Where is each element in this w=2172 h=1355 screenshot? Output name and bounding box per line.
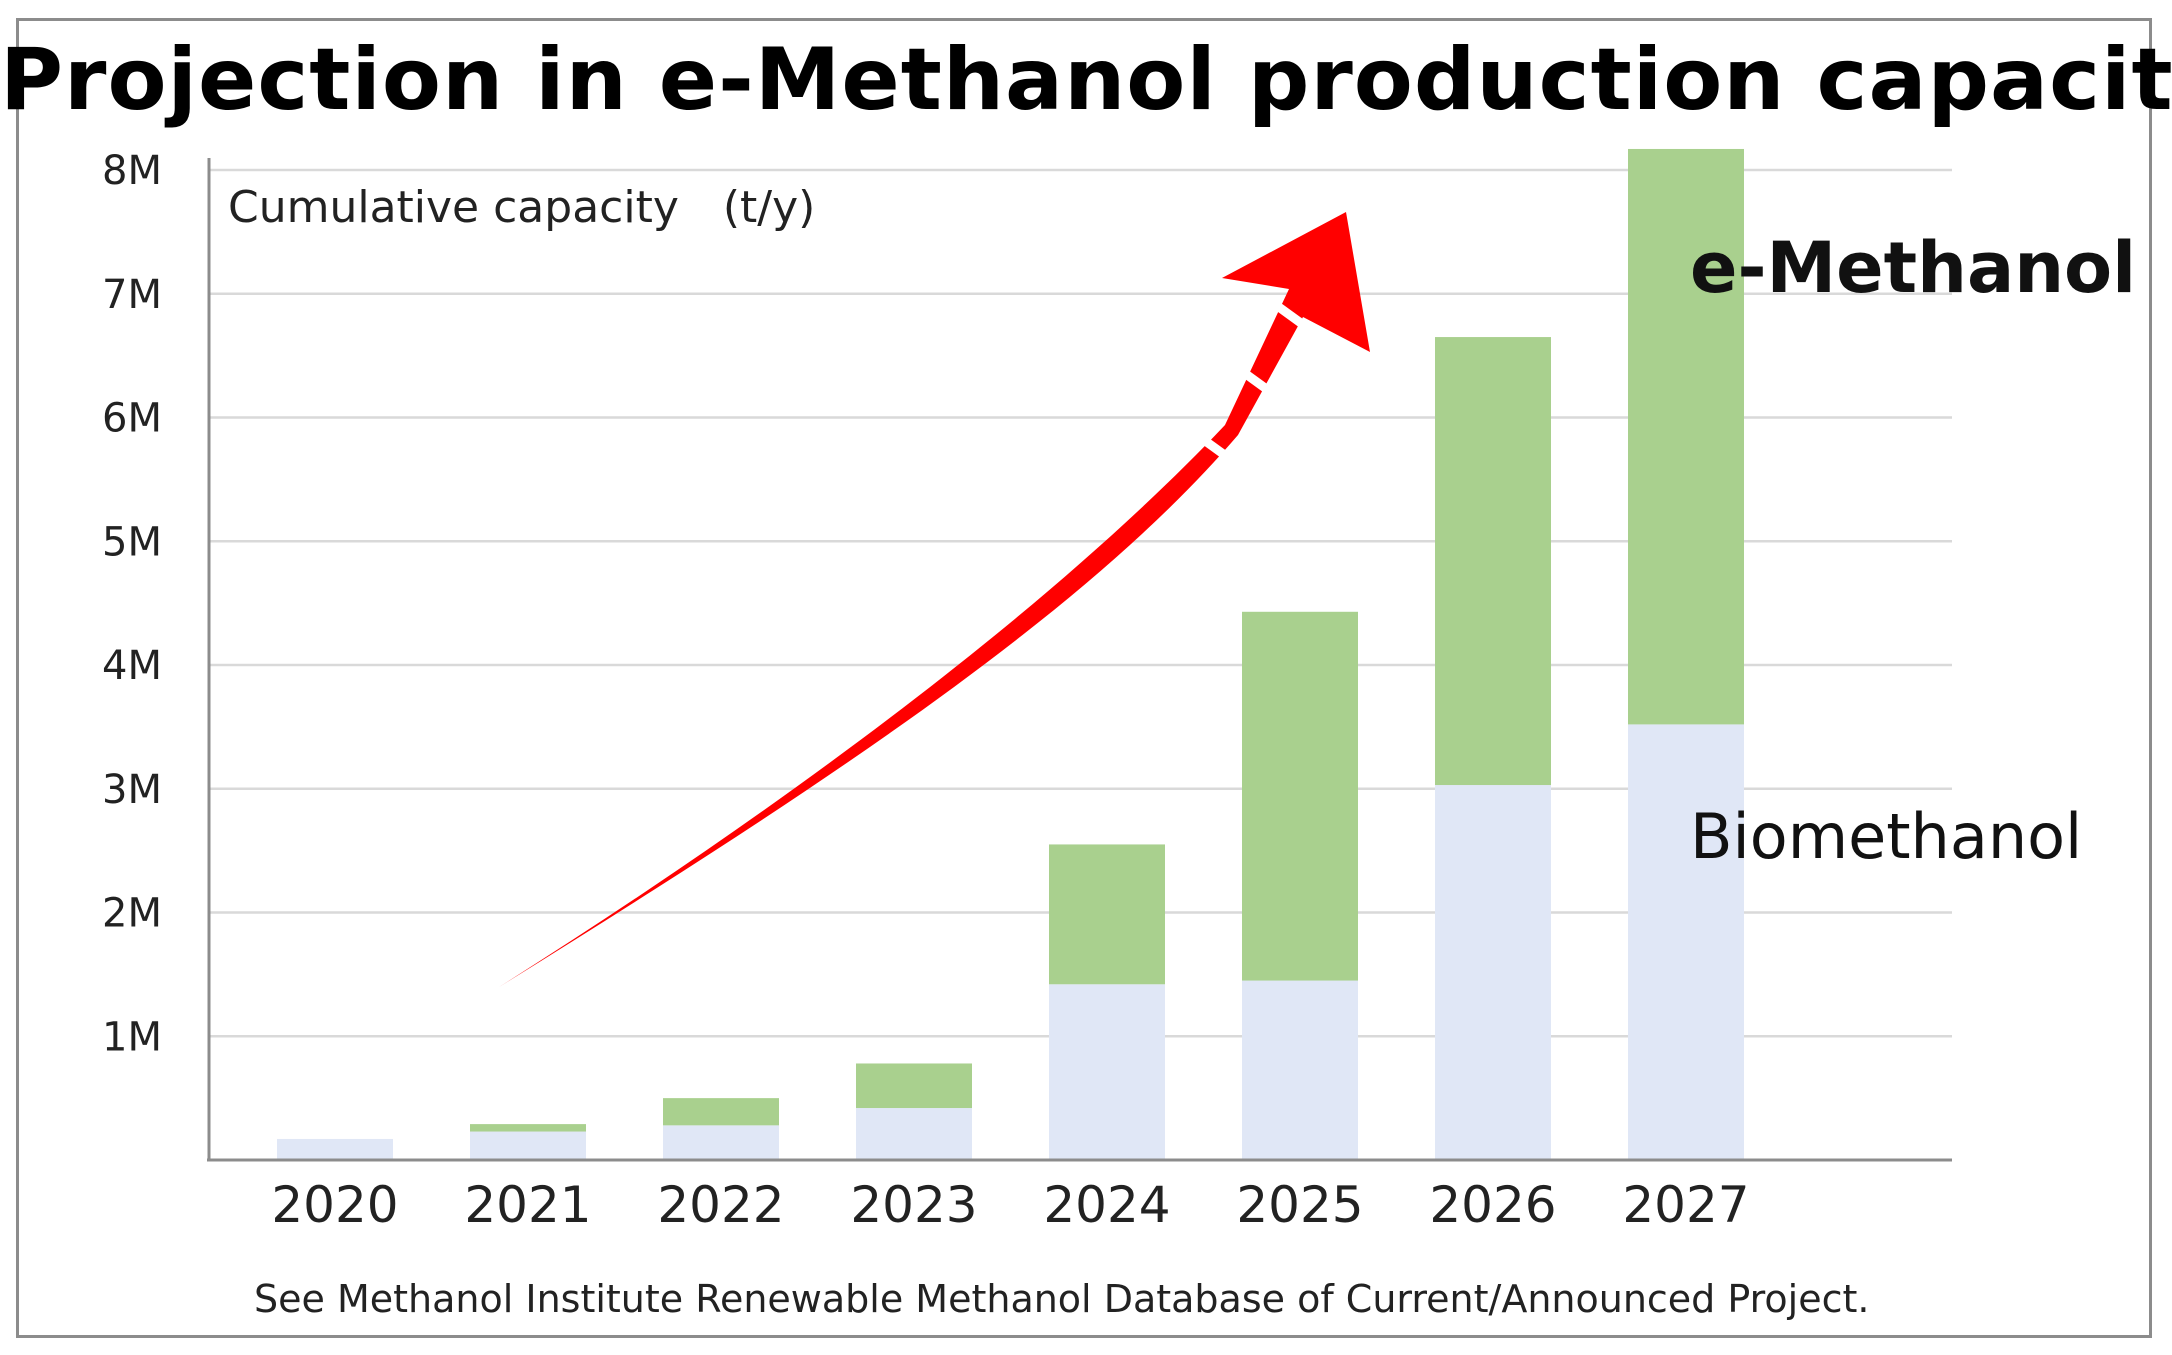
y-tick-label: 3M: [102, 767, 162, 813]
x-tick-label: 2022: [657, 1176, 784, 1234]
bar-biomethanol-2027: [1628, 724, 1744, 1160]
source-footnote: See Methanol Institute Renewable Methano…: [254, 1277, 1870, 1321]
bar-e-methanol-2024: [1049, 844, 1165, 985]
y-tick-label: 8M: [102, 148, 162, 194]
bar-biomethanol-2026: [1435, 785, 1551, 1160]
arrow-gap-2: [1229, 360, 1275, 397]
bar-biomethanol-2024: [1049, 984, 1165, 1160]
axes: [207, 158, 1952, 1162]
growth-arrow-icon: [488, 212, 1370, 994]
bar-e-methanol-2027: [1628, 148, 1744, 725]
x-tick-label: 2026: [1429, 1176, 1556, 1234]
chart-title: Projection in e-Methanol production capa…: [0, 30, 2172, 130]
y-tick-label: 6M: [102, 396, 162, 442]
y-tick-label: 1M: [102, 1014, 162, 1060]
y-tick-label: 2M: [102, 891, 162, 937]
x-tick-label: 2023: [850, 1176, 977, 1234]
y-tick-label: 5M: [102, 519, 162, 565]
bar-biomethanol-2025: [1242, 980, 1358, 1160]
x-tick-labels: 2020 2021 2022 2023 2024 2025 2026 2027: [271, 1176, 1749, 1234]
bar-biomethanol-2020: [277, 1138, 393, 1160]
x-tick-label: 2020: [271, 1176, 398, 1234]
bar-e-methanol-2025: [1242, 611, 1358, 981]
x-tick-label: 2025: [1236, 1176, 1363, 1234]
e-methanol-series-label: e-Methanol: [1690, 227, 2136, 309]
bar-e-methanol-2021: [470, 1124, 586, 1132]
bar-e-methanol-2022: [663, 1098, 779, 1126]
bar-biomethanol-2021: [470, 1131, 586, 1160]
x-tick-label: 2027: [1622, 1176, 1749, 1234]
x-tick-label: 2021: [464, 1176, 591, 1234]
arrow-gap-1: [1183, 423, 1229, 460]
bar-e-methanol-2026: [1435, 337, 1551, 786]
y-tick-labels: 1M 2M 3M 4M 5M 6M 7M 8M: [102, 148, 162, 1060]
bar-e-methanol-2023: [856, 1063, 972, 1109]
bar-biomethanol-2023: [856, 1108, 972, 1160]
y-tick-label: 4M: [102, 643, 162, 689]
y-tick-label: 7M: [102, 272, 162, 318]
biomethanol-series-label: Biomethanol: [1690, 800, 2082, 873]
bars: [277, 148, 1744, 1160]
bar-biomethanol-2022: [663, 1125, 779, 1160]
x-tick-label: 2024: [1043, 1176, 1170, 1234]
y-axis-title: Cumulative capacity (t/y): [228, 182, 815, 233]
arrow-gap-3: [1273, 301, 1319, 338]
